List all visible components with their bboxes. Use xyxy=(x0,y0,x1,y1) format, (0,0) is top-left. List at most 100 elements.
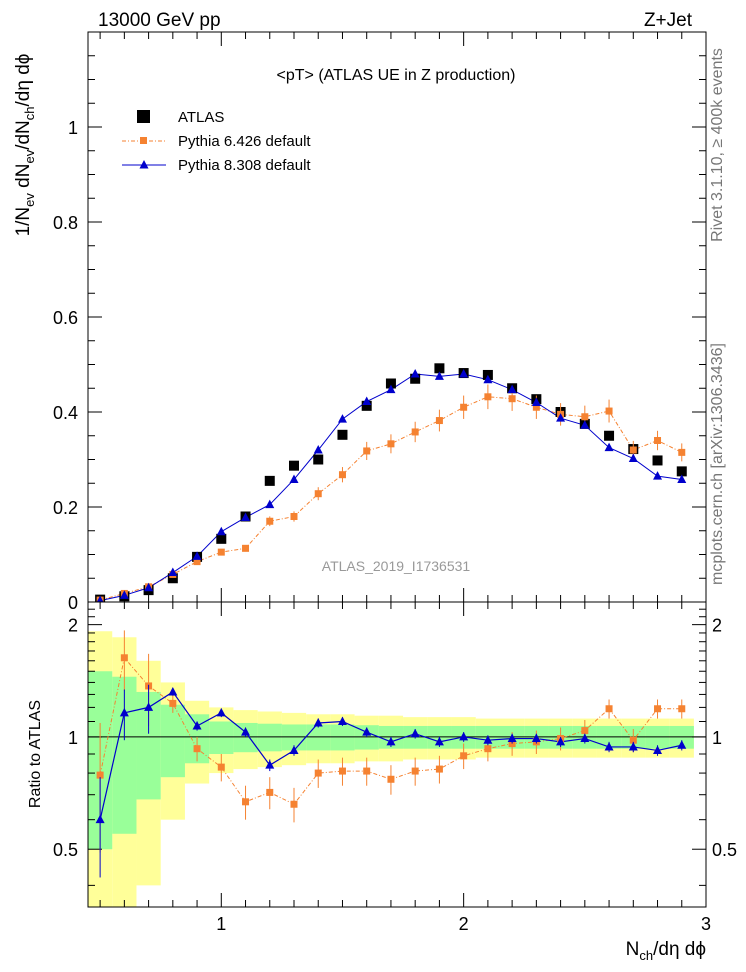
ratio-py8-point xyxy=(410,728,420,738)
main-plot-panel: 0 0.2 0.4 0.6 0.8 1 ATLAS_2019_I1736531 <pT> … xyxy=(13,31,707,613)
ratio-py8-point xyxy=(313,717,323,727)
ratio-py6-point xyxy=(242,798,250,806)
atlas-point xyxy=(434,363,445,374)
ratio-py8-point xyxy=(434,736,444,746)
atlas-point xyxy=(264,475,275,486)
ratio-py8-point xyxy=(95,814,105,824)
ratio-py6-point xyxy=(654,705,662,713)
atlas-point xyxy=(604,430,615,441)
py8-point xyxy=(119,590,129,599)
ratio-py8-point xyxy=(216,707,226,717)
py8-point xyxy=(144,582,154,592)
py6-point xyxy=(435,417,443,425)
py8-point xyxy=(653,471,663,480)
ratio-band-inner xyxy=(257,723,282,752)
ratio-y-tick-label-right: 0.5 xyxy=(712,840,737,860)
ratio-plot-panel: 0.5 0.5 1 1 2 2 1 2 3 Ratio to ATLAS Nch/dη dϕ xyxy=(27,601,737,963)
py8-point xyxy=(459,369,469,378)
ratio-py8-point xyxy=(144,702,154,711)
py6-point xyxy=(387,440,395,448)
legend-label-py8: Pythia 8.308 default xyxy=(178,157,311,174)
py6-point xyxy=(290,513,298,520)
ratio-py8-point xyxy=(192,720,202,730)
ratio-py6-point xyxy=(120,654,128,662)
atlas-point xyxy=(167,573,178,584)
py8-point xyxy=(241,512,251,521)
main-y-tick-label: 0.2 xyxy=(53,498,78,518)
atlas-point xyxy=(216,533,227,544)
ratio-py6-point xyxy=(484,745,492,753)
atlas-point xyxy=(337,429,348,440)
py6-point xyxy=(411,428,419,436)
main-y-tick-label: 0.4 xyxy=(53,403,78,423)
py8-point xyxy=(580,420,590,429)
legend-label-py6: Pythia 6.426 default xyxy=(178,133,311,150)
ratio-py6-point xyxy=(581,727,589,735)
py8-point xyxy=(192,551,202,560)
py6-point xyxy=(484,393,492,401)
ratio-py6-point xyxy=(217,763,225,771)
atlas-point xyxy=(652,455,663,466)
py6-point xyxy=(532,403,540,411)
ratio-py6-point xyxy=(435,765,443,773)
ratio-y-tick-label-right: 2 xyxy=(712,616,722,636)
ratio-y-axis-label: Ratio to ATLAS xyxy=(27,700,44,808)
ratio-py8-point xyxy=(241,727,251,736)
atlas-point xyxy=(289,460,299,471)
py8-point xyxy=(507,384,517,394)
py6-point xyxy=(363,447,371,455)
ratio-py8-point xyxy=(119,707,129,717)
ratio-py6-point xyxy=(460,752,468,760)
ratio-py6-point xyxy=(411,767,419,775)
ratio-py8-point xyxy=(677,740,687,749)
ratio-py6-point xyxy=(678,705,686,713)
atlas-point xyxy=(676,466,687,477)
ratio-py6-point xyxy=(169,699,177,707)
ratio-band-inner xyxy=(160,704,185,778)
ratio-py6-point xyxy=(629,736,637,744)
ratio-axis-ticks xyxy=(88,602,707,907)
x-tick-label: 1 xyxy=(216,914,226,934)
ratio-py6-point xyxy=(605,705,613,713)
ratio-py6-point xyxy=(387,775,395,783)
ratio-band-inner xyxy=(330,724,355,751)
ratio-y-tick-label-right: 1 xyxy=(712,728,722,748)
py6-point xyxy=(242,544,250,552)
legend-label-atlas: ATLAS xyxy=(178,109,224,126)
py8-point xyxy=(531,397,541,406)
ratio-py8-point xyxy=(531,733,541,743)
x-tick-labels: 1 2 3 xyxy=(216,914,711,934)
ratio-py8-point xyxy=(265,760,275,769)
py8-point xyxy=(604,442,614,452)
py6-point xyxy=(508,395,516,403)
ratio-py8-point xyxy=(362,727,372,736)
py8-point xyxy=(410,369,420,378)
ratio-frame xyxy=(87,601,707,908)
x-tick-label: 3 xyxy=(701,914,711,934)
main-y-tick-label: 0.6 xyxy=(53,308,78,328)
legend-marker-py6 xyxy=(140,137,147,144)
ratio-series xyxy=(95,630,687,878)
atlas-point xyxy=(361,400,372,411)
ratio-py8-point xyxy=(289,745,299,754)
py8-point xyxy=(677,474,687,483)
ratio-py8-point xyxy=(580,733,590,743)
py8-point xyxy=(337,414,347,423)
py8-point xyxy=(556,413,566,422)
rivet-label: Rivet 3.1.10, ≥ 400k events xyxy=(709,48,726,242)
py8-point xyxy=(168,567,178,577)
ratio-py8-point xyxy=(628,741,638,751)
py8-point xyxy=(216,526,226,536)
ratio-py6-point xyxy=(266,788,274,796)
legend-marker-py8 xyxy=(139,160,149,169)
py8-point xyxy=(628,453,638,463)
ratio-py8-point xyxy=(337,716,347,725)
ratio-py6-point xyxy=(363,767,371,775)
ratio-py6-point xyxy=(338,767,346,775)
main-y-tick-labels: 0 0.2 0.4 0.6 0.8 1 xyxy=(53,118,78,613)
mcplots-label: mcplots.cern.ch [arXiv:1306.3436] xyxy=(709,343,726,585)
py6-point xyxy=(678,448,686,456)
ratio-y-tick-label-left: 2 xyxy=(68,616,78,636)
py6-point xyxy=(266,517,274,525)
